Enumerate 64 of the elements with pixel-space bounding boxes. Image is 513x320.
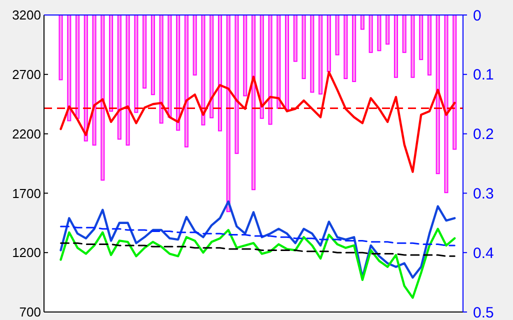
bar [344, 14, 348, 80]
bar [234, 14, 239, 154]
bar [67, 14, 72, 122]
bar [100, 14, 105, 181]
y-tick-label: 2200 [12, 126, 41, 142]
bar [452, 14, 457, 150]
bar [310, 14, 314, 93]
bar [386, 14, 390, 45]
bar [302, 14, 306, 80]
bar [427, 14, 432, 76]
bar [226, 14, 230, 212]
y-tick-label: 700 [19, 304, 41, 320]
bar [84, 14, 88, 142]
bar [76, 14, 80, 119]
y-tick-label: 2700 [12, 66, 41, 82]
bar [92, 14, 96, 146]
bar [377, 14, 382, 52]
y2-tick-label: 0.4 [473, 244, 494, 262]
bar [260, 14, 264, 119]
bar [293, 14, 298, 62]
bar [243, 14, 248, 96]
line-series [60, 200, 456, 279]
bar [335, 14, 340, 56]
bar [192, 14, 197, 76]
bar [176, 14, 180, 131]
bar [201, 14, 206, 126]
bar [436, 14, 440, 174]
y2-tick-label: 0 [473, 7, 482, 24]
bar [419, 14, 424, 60]
bar [117, 14, 122, 140]
bar [150, 14, 155, 96]
bar [360, 14, 364, 30]
bar [218, 14, 222, 132]
bar [402, 14, 406, 53]
bar [444, 14, 448, 194]
line-series [60, 228, 456, 299]
bar [326, 14, 331, 72]
bar [352, 14, 356, 82]
bar [126, 14, 130, 146]
y2-tick-label: 0.5 [473, 304, 494, 320]
bar [142, 14, 147, 89]
y2-tick-label: 0.3 [473, 185, 494, 202]
y-tick-label: 1700 [12, 186, 41, 201]
y-tick-label: 3200 [12, 8, 41, 23]
bar [368, 14, 373, 53]
bar [184, 14, 188, 148]
bar [268, 14, 272, 125]
line-series [60, 226, 456, 246]
bar [159, 14, 164, 124]
y2-tick-label: 0.1 [473, 66, 494, 84]
bar [285, 14, 290, 110]
bar [109, 14, 114, 112]
bar [252, 14, 256, 190]
y-tick-label: 1200 [12, 245, 41, 260]
bar [318, 14, 323, 94]
bar [394, 14, 398, 78]
bar [210, 14, 214, 118]
bar [134, 14, 138, 113]
bar [168, 14, 172, 118]
bar [276, 14, 281, 109]
bar [58, 14, 63, 80]
bar [410, 14, 415, 78]
y2-tick-label: 0.2 [473, 126, 494, 144]
line-series [60, 242, 456, 257]
